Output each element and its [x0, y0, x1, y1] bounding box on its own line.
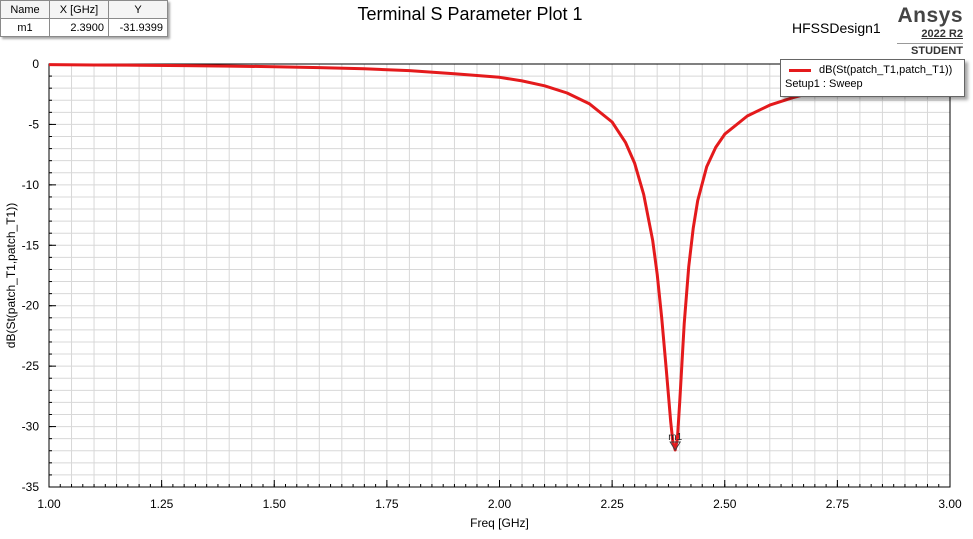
marker-col-x: X [GHz] — [49, 0, 109, 19]
marker-row-m1[interactable]: m1 2.3900 -31.9399 — [0, 18, 168, 37]
plot-title: Terminal S Parameter Plot 1 — [357, 4, 583, 24]
x-tick-label: 2.25 — [600, 497, 624, 511]
legend-swatch — [789, 68, 811, 72]
logo-version: 2022 R2 — [921, 28, 963, 40]
marker-y-cell: -31.9399 — [108, 18, 168, 37]
x-axis-label: Freq [GHz] — [470, 516, 529, 530]
y-axis-label: dB(St(patch_T1,patch_T1)) — [4, 203, 18, 348]
legend-setup-label: Setup1 : Sweep — [785, 78, 863, 90]
x-tick-label: 2.00 — [488, 497, 512, 511]
x-tick-label: 2.50 — [713, 497, 737, 511]
y-tick-label: 0 — [32, 57, 39, 71]
marker-table-header: Name X [GHz] Y — [0, 0, 168, 19]
y-tick-label: -15 — [22, 238, 40, 252]
marker-table: Name X [GHz] Y m1 2.3900 -31.9399 — [0, 0, 168, 37]
y-tick-label: -5 — [28, 117, 39, 131]
grid — [48, 63, 951, 488]
logo-brand: Ansys — [897, 4, 963, 27]
marker-x-cell: 2.3900 — [49, 18, 109, 37]
ansys-logo: Ansys 2022 R2 STUDENT — [897, 4, 963, 57]
marker-name-cell: m1 — [0, 18, 50, 37]
logo-edition: STUDENT — [897, 43, 963, 57]
x-tick-label: 2.75 — [826, 497, 850, 511]
marker-triangle — [669, 441, 682, 451]
y-tick-label: -35 — [22, 480, 40, 494]
x-tick-label: 3.00 — [938, 497, 962, 511]
trace-line[interactable] — [48, 63, 838, 452]
x-tick-label: 1.00 — [37, 497, 61, 511]
legend[interactable]: dB(St(patch_T1,patch_T1)) Setup1 : Sweep — [780, 59, 965, 97]
y-tick-label: -30 — [22, 420, 40, 434]
legend-entry[interactable]: dB(St(patch_T1,patch_T1)) — [785, 62, 960, 78]
x-tick-label: 1.50 — [263, 497, 287, 511]
y-tick-label: -10 — [22, 178, 40, 192]
legend-trace-label: dB(St(patch_T1,patch_T1)) — [819, 64, 953, 76]
x-tick-label: 1.25 — [150, 497, 174, 511]
ticks: 1.00 1.25 1.50 1.75 2.00 2.25 2.50 2.75 3.00 0 -5 -… — [22, 57, 962, 511]
marker-layer[interactable]: m1 — [668, 432, 683, 451]
design-name: HFSSDesign1 — [792, 20, 881, 36]
y-tick-label: -25 — [22, 359, 40, 373]
x-tick-label: 1.75 — [375, 497, 399, 511]
y-tick-label: -20 — [22, 299, 40, 313]
marker-label: m1 — [668, 432, 682, 443]
